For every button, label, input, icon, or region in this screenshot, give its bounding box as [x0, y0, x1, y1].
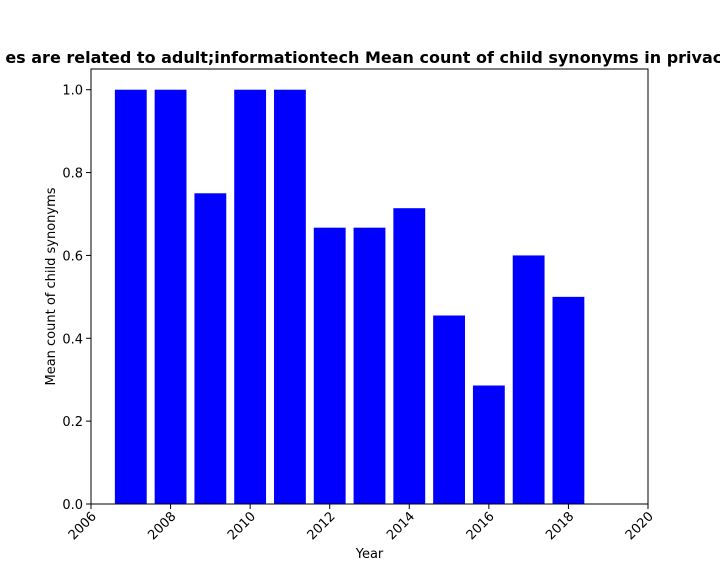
bar-2012 — [313, 227, 346, 504]
bar-2010 — [234, 89, 267, 504]
x-tick-label: 2018 — [543, 509, 577, 543]
x-tick-label: 2014 — [384, 509, 418, 543]
bar-2015 — [433, 315, 465, 504]
x-tick-label: 2008 — [145, 509, 179, 543]
y-axis-label: Mean count of child synonyms — [44, 187, 59, 385]
bars-group — [114, 89, 585, 505]
bar-2017 — [512, 255, 545, 504]
x-tick-label: 2010 — [225, 509, 259, 543]
y-tick-label: 0.2 — [62, 415, 83, 430]
y-axis: 0.0 0.2 0.4 0.6 0.8 1.0 — [62, 84, 91, 513]
bar-2016 — [472, 385, 505, 504]
x-tick-label: 2020 — [623, 509, 657, 543]
x-tick-label: 2016 — [464, 509, 498, 543]
x-axis-label: Year — [355, 547, 384, 562]
y-tick-label: 0.6 — [62, 249, 83, 264]
y-tick-label: 0.0 — [62, 498, 83, 513]
x-tick-label: 2006 — [66, 509, 100, 543]
x-axis: 2006 2008 2010 2012 2014 2016 2018 2020 — [66, 504, 657, 543]
bar-2014 — [393, 208, 426, 504]
bar-2008 — [154, 89, 187, 504]
bar-2013 — [353, 227, 386, 504]
x-tick-label: 2012 — [305, 509, 339, 543]
y-tick-label: 1.0 — [62, 84, 83, 99]
bar-2018 — [552, 296, 585, 504]
y-tick-label: 0.4 — [62, 332, 83, 347]
y-tick-label: 0.8 — [62, 167, 83, 182]
bar-2007 — [114, 89, 147, 504]
chart-title: es are related to adult;informationtech … — [5, 48, 720, 67]
plot-frame — [90, 68, 649, 505]
bar-2011 — [274, 89, 306, 504]
bar-2009 — [194, 193, 227, 505]
